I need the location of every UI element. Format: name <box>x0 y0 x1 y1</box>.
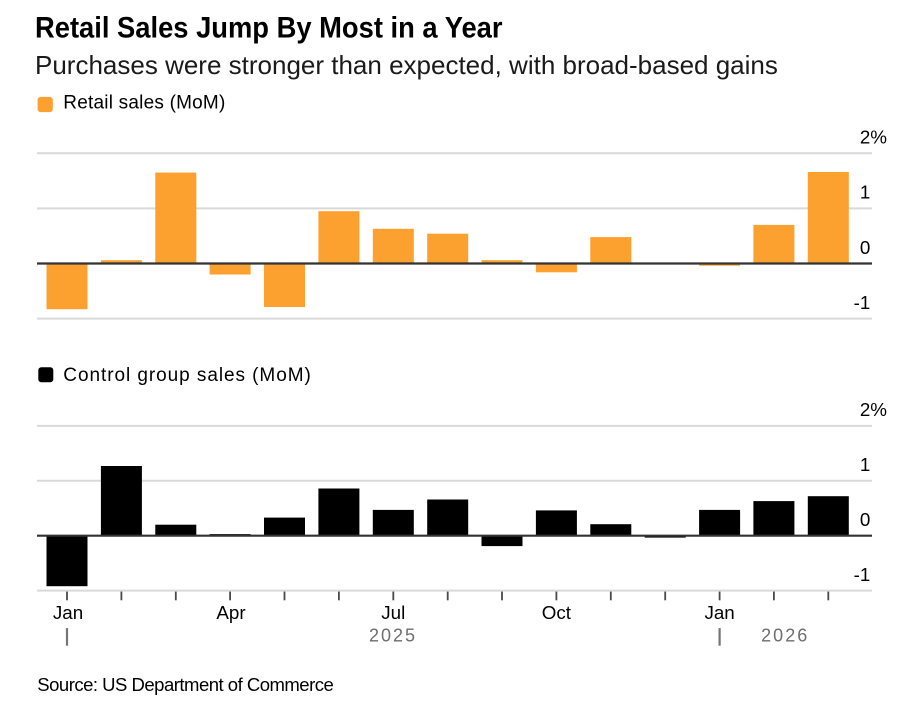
svg-text:%: % <box>870 127 887 148</box>
svg-text:Oct: Oct <box>542 602 572 623</box>
svg-text:0: 0 <box>860 509 870 530</box>
svg-text:%: % <box>870 399 887 420</box>
svg-text:Source: US Department of Comme: Source: US Department of Commerce <box>37 674 334 695</box>
svg-text:2: 2 <box>860 399 870 420</box>
svg-text:Purchases were stronger than e: Purchases were stronger than expected, w… <box>35 50 778 80</box>
svg-text:2025: 2025 <box>369 626 417 646</box>
svg-text:Jul: Jul <box>381 602 405 623</box>
svg-text:1: 1 <box>860 454 870 475</box>
svg-text:Retail Sales Jump By Most in a: Retail Sales Jump By Most in a Year <box>35 12 503 45</box>
svg-text:Control group sales (MoM): Control group sales (MoM) <box>63 365 310 386</box>
svg-text:0: 0 <box>860 237 870 258</box>
svg-text:Apr: Apr <box>216 602 245 623</box>
svg-text:2: 2 <box>860 127 870 148</box>
svg-text:Jan: Jan <box>53 602 83 623</box>
svg-text:1: 1 <box>860 182 870 203</box>
svg-text:2026: 2026 <box>761 626 809 646</box>
svg-text:Jan: Jan <box>704 602 734 623</box>
svg-text:-1: -1 <box>854 564 871 585</box>
svg-text:-1: -1 <box>854 292 871 313</box>
svg-text:Retail sales (MoM): Retail sales (MoM) <box>63 92 225 113</box>
